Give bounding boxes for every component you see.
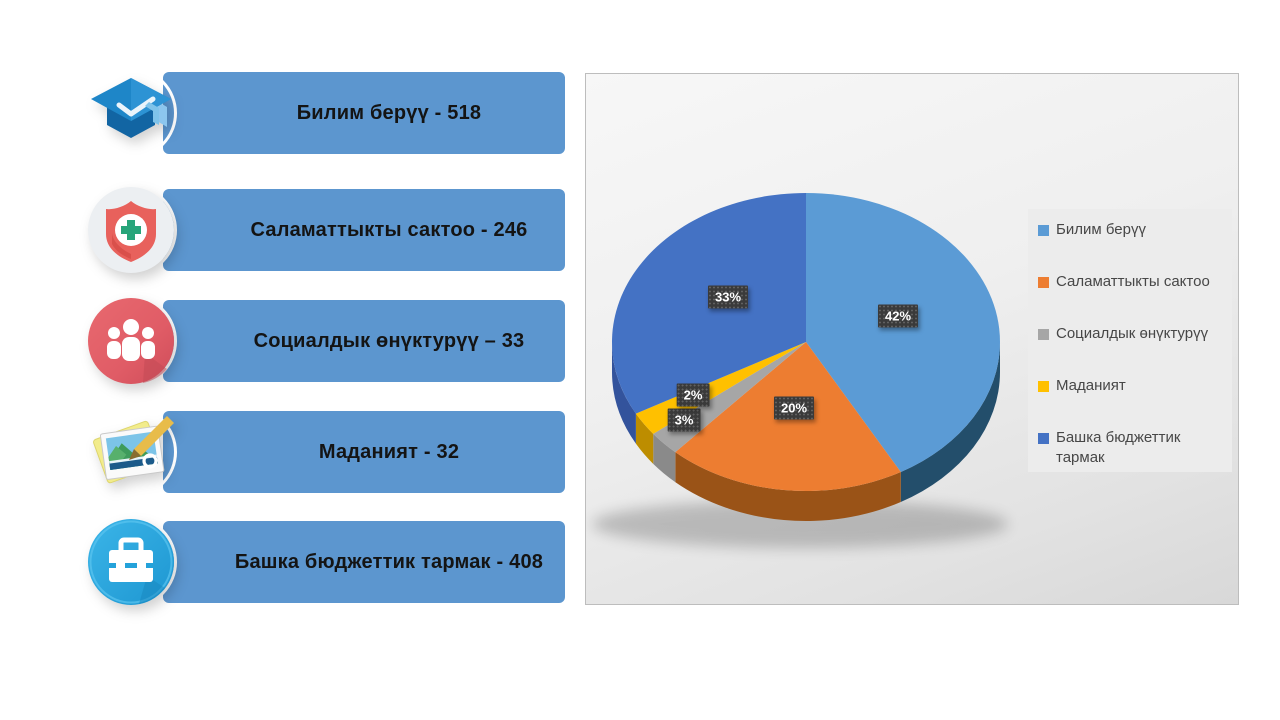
legend-item-social: Социалдык өнүктурүү bbox=[1038, 321, 1232, 373]
banner-culture-label: Маданият - 32 bbox=[318, 440, 460, 463]
legend-swatch-social bbox=[1038, 329, 1049, 340]
banner-row-education: Билим берүү - 518 bbox=[0, 67, 580, 168]
banner-row-social: Социалдык өнүктурүү – 33 bbox=[0, 295, 580, 396]
banner-culture: Маданият - 32 bbox=[163, 411, 565, 493]
legend-swatch-other-budget bbox=[1038, 433, 1049, 444]
banner-other-budget-label: Башка бюджеттик тармак - 408 bbox=[234, 550, 544, 573]
legend-label: Маданият bbox=[1056, 377, 1126, 394]
banner-education: Билим берүү - 518 bbox=[163, 72, 565, 154]
legend-item-culture: Маданият bbox=[1038, 373, 1232, 425]
pie-data-label: 42% bbox=[877, 304, 919, 328]
banner-health: Саламаттыкты сактоо - 246 bbox=[163, 189, 565, 271]
medical-shield-icon bbox=[88, 187, 174, 273]
chart-panel: 42% 20% 3% 2% 33% Билим берүү Саламаттыкты с… bbox=[585, 73, 1239, 605]
legend-item-other-budget: Башка бюджеттик тармак bbox=[1038, 425, 1232, 477]
photo-gallery-icon bbox=[93, 416, 174, 484]
legend-swatch-education bbox=[1038, 225, 1049, 236]
banner-row-culture: Маданият - 32 bbox=[0, 406, 580, 507]
banner-social-label: Социалдык өнүктурүү – 33 bbox=[253, 329, 525, 352]
legend-item-health: Саламаттыкты сактоо bbox=[1038, 269, 1232, 321]
banner-row-health: Саламаттыкты сактоо - 246 bbox=[0, 184, 580, 285]
pie-data-label: 2% bbox=[676, 383, 710, 407]
legend-label: Социалдык өнүктурүү bbox=[1056, 325, 1209, 342]
graduation-cap-icon bbox=[91, 78, 171, 138]
legend-swatch-health bbox=[1038, 277, 1049, 288]
legend-label: Саламаттыкты сактоо bbox=[1056, 273, 1210, 290]
pie-data-label: 33% bbox=[707, 285, 749, 309]
pie-data-label: 20% bbox=[773, 396, 815, 420]
people-group-icon bbox=[88, 298, 174, 384]
legend-label: Билим берүү bbox=[1056, 221, 1146, 238]
banner-other-budget: Башка бюджеттик тармак - 408 bbox=[163, 521, 565, 603]
banner-education-label: Билим берүү - 518 bbox=[296, 101, 482, 124]
banner-social: Социалдык өнүктурүү – 33 bbox=[163, 300, 565, 382]
briefcase-icon bbox=[88, 519, 174, 605]
banner-row-other-budget: Башка бюджеттик тармак - 408 bbox=[0, 516, 580, 617]
legend-item-education: Билим берүү bbox=[1038, 217, 1232, 269]
legend-label: Башка бюджеттик тармак bbox=[1056, 429, 1181, 466]
chart-legend: Билим берүү Саламаттыкты сактоо Социалды… bbox=[1028, 209, 1232, 472]
legend-swatch-culture bbox=[1038, 381, 1049, 392]
pie-data-label: 3% bbox=[667, 408, 701, 432]
banner-health-label: Саламаттыкты сактоо - 246 bbox=[250, 218, 528, 241]
